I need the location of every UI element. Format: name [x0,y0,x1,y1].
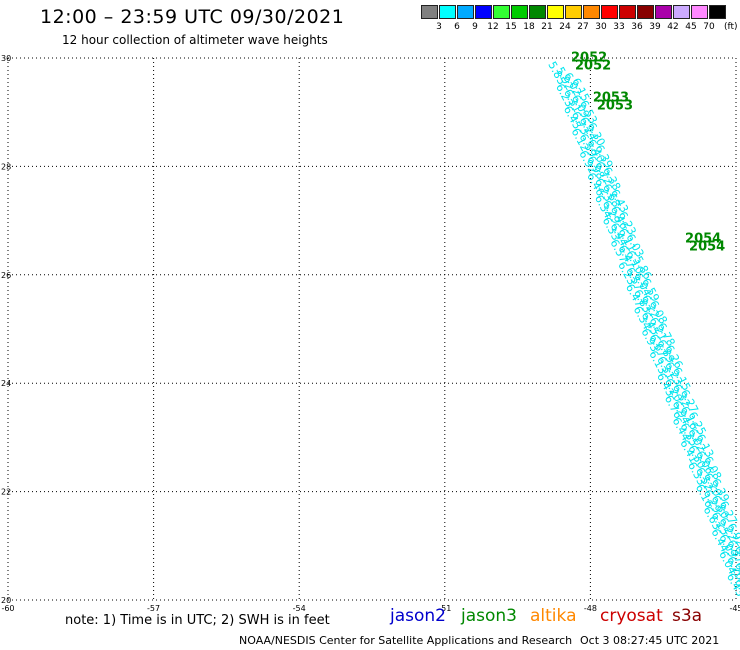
satellite-track: 5.856.236.456.126.926.466.346.336.576.23… [545,50,740,610]
map-axes: -60 -57 -54 -51 -48 -45 30 28 26 24 22 20 [1,54,740,613]
lon-tick-label: -45 [729,604,740,613]
scale-label: 33 [613,22,625,32]
scale-label: 18 [523,22,535,32]
satellite-legend-jason2: jason2 [390,606,446,626]
lat-tick-label: 24 [1,379,11,388]
scale-label: 24 [559,22,571,32]
map-title: 12:00 – 23:59 UTC 09/30/2021 [40,6,345,28]
map-grid [7,57,737,601]
scale-swatch [709,5,726,19]
scale-swatch [511,5,528,19]
generated-timestamp: Oct 3 08:27:45 UTC 2021 [580,634,720,647]
scale-label: 6 [454,22,460,32]
track-time-label: 2053 [593,90,629,105]
scale-swatch [475,5,492,19]
scale-label: 15 [505,22,517,32]
credit-line: NOAA/NESDIS Center for Satellite Applica… [239,634,573,647]
scale-swatch [493,5,510,19]
scale-swatch [619,5,636,19]
satellite-legend-jason3: jason3 [461,606,517,626]
track-time-label: 2054 [685,231,721,246]
scale-swatch [637,5,654,19]
lat-tick-label: 20 [1,596,11,605]
scale-label: 45 [685,22,697,32]
footer-note: note: 1) Time is in UTC; 2) SWH is in fe… [65,613,330,628]
scale-swatch [565,5,582,19]
scale-label: 36 [631,22,643,32]
scale-label: 39 [649,22,661,32]
scale-swatch [601,5,618,19]
scale-label: 42 [667,22,679,32]
scale-swatch [547,5,564,19]
satellite-legend-s3a: s3a [672,606,703,626]
scale-swatch [655,5,672,19]
satellite-legend-altika: altika [530,606,577,626]
scale-label: 27 [577,22,589,32]
lat-tick-label: 30 [1,54,11,63]
lat-tick-label: 22 [1,488,11,497]
lon-tick-label: -51 [438,604,451,613]
scale-label: 21 [541,22,553,32]
lat-tick-label: 26 [1,271,11,280]
scale-label: 12 [487,22,499,32]
lon-tick-label: -57 [147,604,160,613]
scale-label: 9 [472,22,478,32]
scale-swatch [673,5,690,19]
scale-label: 70 [703,22,715,32]
scale-swatch [529,5,546,19]
lat-tick-label: 28 [1,162,11,171]
scale-swatch [439,5,456,19]
track-time-label: 2052 [575,58,611,73]
scale-swatch [421,5,438,19]
track-time-label: 2054 [689,239,725,254]
scale-swatch [457,5,474,19]
lon-tick-label: -48 [584,604,597,613]
satellite-legend-cryosat: cryosat [600,606,663,626]
scale-label: 3 [436,22,442,32]
scale-unit-label: (ft) [724,22,738,32]
lon-tick-label: -54 [293,604,306,613]
lon-tick-label: -60 [1,604,14,613]
track-time-label: 2053 [597,98,633,113]
map-subtitle: 12 hour collection of altimeter wave hei… [62,33,328,47]
scale-swatch [691,5,708,19]
track-time-label: 2052 [571,50,607,65]
scale-swatch [583,5,600,19]
scale-label: 30 [595,22,607,32]
